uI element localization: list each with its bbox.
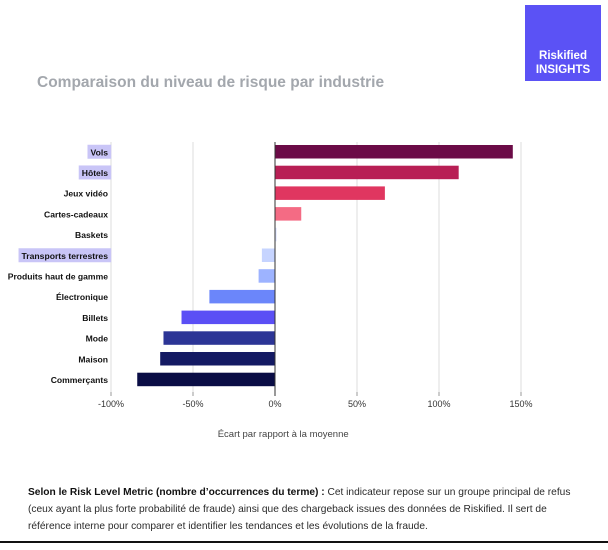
category-label: Billets [82, 313, 108, 323]
category-highlight [78, 165, 112, 180]
note-text: Cet indicateur repose sur un groupe prin… [28, 487, 571, 532]
x-tick-label: 50% [348, 399, 366, 409]
note-bold: Selon le Risk Level Metric (nombre d’occ… [28, 487, 325, 498]
bar-9 [163, 331, 275, 345]
bar-8 [181, 310, 275, 325]
riskified-insights-badge: Riskified INSIGHTS [525, 5, 601, 81]
x-tick-label: -100% [98, 399, 124, 409]
category-label: Cartes-cadeaux [44, 209, 108, 219]
category-label: Maison [78, 354, 108, 364]
bar-7 [209, 289, 275, 304]
chart-title: Comparaison du niveau de risque par indu… [37, 74, 385, 91]
bar-11 [137, 372, 275, 387]
bar-5 [261, 248, 275, 262]
bar-4 [275, 227, 277, 242]
category-label: Jeux vidéo [64, 189, 108, 199]
badge-line-2: INSIGHTS [535, 64, 591, 76]
bar-2 [275, 186, 385, 200]
category-label: Mode [86, 334, 109, 344]
x-tick-label: 100% [427, 399, 450, 409]
x-tick-label: 0% [268, 399, 281, 409]
category-label: Commerçants [51, 375, 109, 385]
bar-chart: -100% -50% 0% 50% 100% 150% Vols Hôtels Jeux vid… [8, 142, 533, 440]
x-tick-label: -50% [182, 399, 203, 409]
bar-3 [275, 207, 302, 221]
bottom-divider [0, 541, 608, 543]
category-label: Électronique [56, 292, 108, 302]
category-label: Baskets [75, 230, 108, 240]
category-label: Produits haut de gamme [8, 271, 108, 281]
category-highlight [87, 144, 112, 159]
category-highlight [18, 248, 112, 263]
badge-line-1: Riskified [539, 50, 587, 62]
bar-10 [160, 352, 275, 366]
bar-0 [275, 145, 513, 159]
bar-6 [258, 269, 275, 283]
x-axis-label: Écart par rapport à la moyenne [218, 429, 349, 440]
x-tick-label: 150% [509, 399, 532, 409]
methodology-note: Selon le Risk Level Metric (nombre d’occ… [28, 484, 588, 535]
category-label: Transports terrestres [22, 251, 109, 261]
bar-1 [275, 165, 459, 180]
category-label: Hôtels [82, 168, 108, 178]
category-label: Vols [90, 147, 108, 157]
